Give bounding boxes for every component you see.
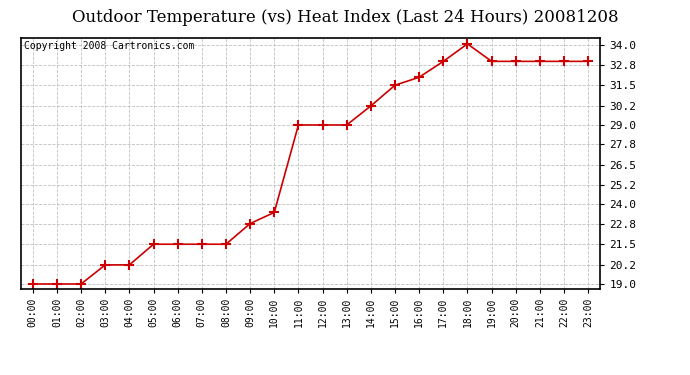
Text: Outdoor Temperature (vs) Heat Index (Last 24 Hours) 20081208: Outdoor Temperature (vs) Heat Index (Las… xyxy=(72,9,618,26)
Text: Copyright 2008 Cartronics.com: Copyright 2008 Cartronics.com xyxy=(23,41,194,51)
